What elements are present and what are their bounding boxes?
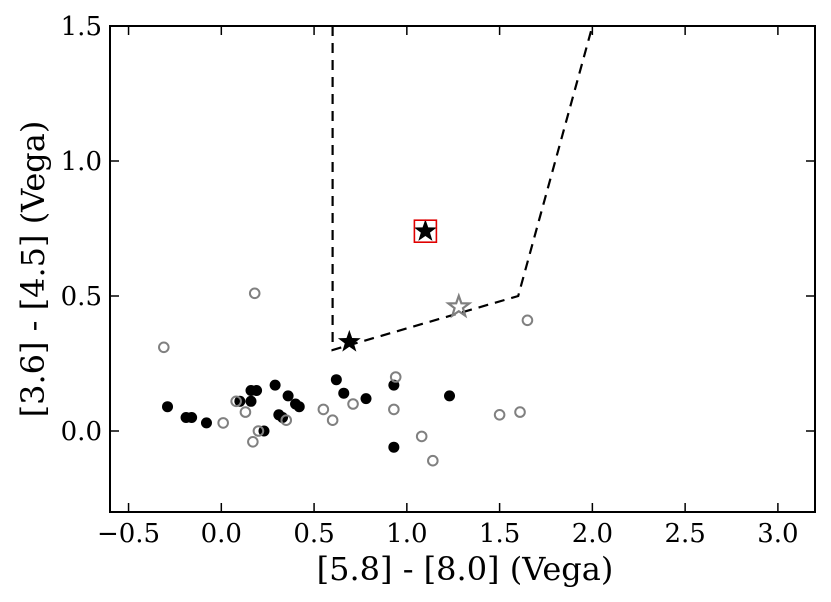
x-tick-label: 0.5 bbox=[293, 519, 334, 549]
y-axis-label: [3.6] - [4.5] (Vega) bbox=[14, 121, 52, 418]
plot-content bbox=[158, 25, 594, 467]
data-point-open bbox=[317, 403, 330, 416]
data-point-star bbox=[413, 219, 437, 241]
y-tick-label: 1.5 bbox=[61, 12, 102, 42]
x-tick-label: 1.5 bbox=[479, 519, 520, 549]
data-point-open bbox=[280, 414, 293, 427]
data-point-open bbox=[493, 409, 506, 421]
data-point-open bbox=[247, 436, 259, 448]
x-tick-label: 2.0 bbox=[572, 519, 613, 549]
data-point-filled bbox=[360, 393, 372, 405]
x-tick-label: −0.5 bbox=[97, 519, 160, 549]
x-axis-label: [5.8] - [8.0] (Vega) bbox=[317, 550, 614, 588]
y-tick-label: 0.0 bbox=[61, 417, 102, 447]
data-point-filled bbox=[200, 417, 212, 429]
data-point-filled bbox=[162, 401, 174, 413]
data-point-filled bbox=[245, 395, 257, 407]
data-point-open bbox=[389, 371, 402, 383]
data-point-open bbox=[248, 287, 261, 300]
data-point-filled bbox=[444, 390, 456, 402]
data-point-open bbox=[239, 406, 252, 418]
data-point-filled bbox=[234, 395, 246, 407]
x-tick-label: 3.0 bbox=[757, 519, 798, 549]
data-point-open bbox=[158, 341, 170, 354]
y-tick-label: 0.5 bbox=[61, 282, 102, 312]
data-point-open bbox=[388, 403, 400, 416]
selection-boundary-line bbox=[331, 25, 594, 352]
data-point-open bbox=[415, 430, 428, 443]
data-point-filled bbox=[330, 374, 342, 386]
data-point-open bbox=[252, 425, 265, 437]
data-point-open bbox=[230, 395, 242, 408]
x-axis-ticks: −0.5 0.0 0.5 1.0 1.5 2.0 2.5 3.0 bbox=[97, 26, 799, 549]
data-point-filled bbox=[251, 385, 263, 396]
data-point-star bbox=[337, 329, 361, 352]
y-axis-ticks: 0.0 0.5 1.0 1.5 bbox=[61, 12, 815, 447]
plot-frame bbox=[109, 25, 816, 513]
data-point-open bbox=[347, 398, 359, 410]
x-tick-label: 0.0 bbox=[201, 519, 242, 549]
data-point-filled bbox=[269, 379, 281, 391]
y-tick-label: 1.0 bbox=[61, 147, 102, 177]
data-point-open-star bbox=[445, 292, 473, 319]
data-point-filled bbox=[388, 441, 400, 453]
data-point-filled bbox=[338, 387, 350, 399]
data-point-open bbox=[427, 454, 439, 467]
data-point-open bbox=[521, 314, 534, 327]
data-point-filled bbox=[186, 412, 198, 423]
data-point-open bbox=[217, 417, 229, 429]
x-tick-label: 2.5 bbox=[664, 519, 705, 549]
data-point-open bbox=[326, 414, 339, 427]
highlight-box bbox=[413, 219, 438, 243]
x-tick-label: 1.0 bbox=[386, 519, 427, 549]
data-point-filled bbox=[282, 390, 294, 402]
data-point-filled bbox=[293, 401, 305, 413]
data-point-open bbox=[514, 406, 526, 418]
